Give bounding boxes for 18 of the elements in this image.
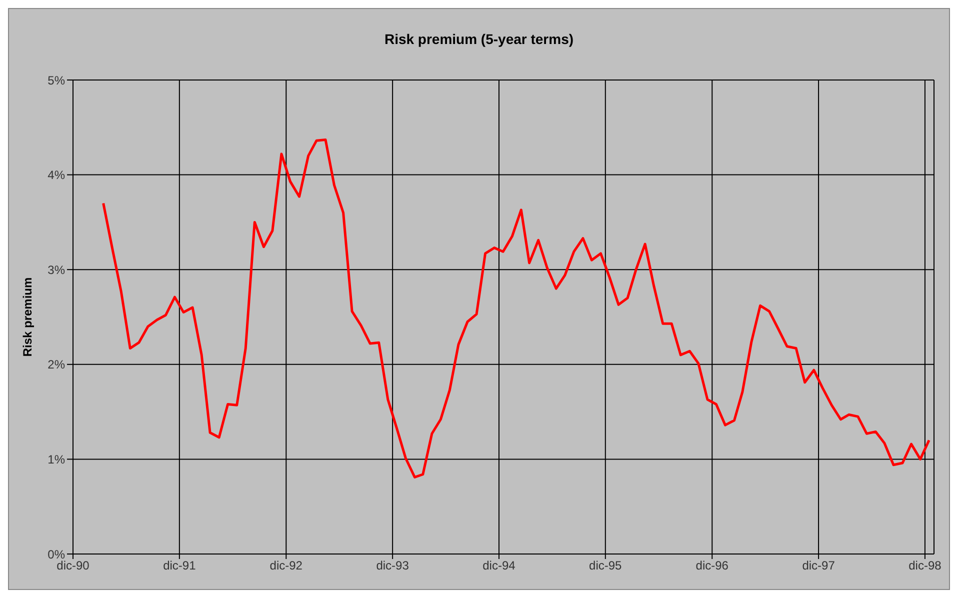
x-tick-label: dic-96 <box>696 558 729 573</box>
x-tick-label: dic-91 <box>163 558 196 573</box>
y-tick-label: 1% <box>48 452 66 466</box>
y-tick-label: 0% <box>48 547 66 562</box>
y-tick-label: 3% <box>48 262 66 277</box>
line-series <box>102 138 930 478</box>
y-tick-label: 2% <box>48 358 66 372</box>
x-tick-label: dic-97 <box>802 558 836 573</box>
y-axis-title: Risk premium <box>20 277 34 357</box>
x-tick-label: dic-94 <box>482 558 516 573</box>
x-tick-label: dic-95 <box>589 558 622 573</box>
chart-title: Risk premium (5-year terms) <box>383 31 575 47</box>
y-tick-label: 4% <box>48 168 66 182</box>
x-tick-label: dic-92 <box>270 558 303 573</box>
x-tick-label: dic-98 <box>908 558 942 573</box>
y-tick-label: 5% <box>48 73 66 88</box>
x-tick-label: dic-90 <box>56 558 90 573</box>
x-tick-label: dic-93 <box>376 558 410 573</box>
